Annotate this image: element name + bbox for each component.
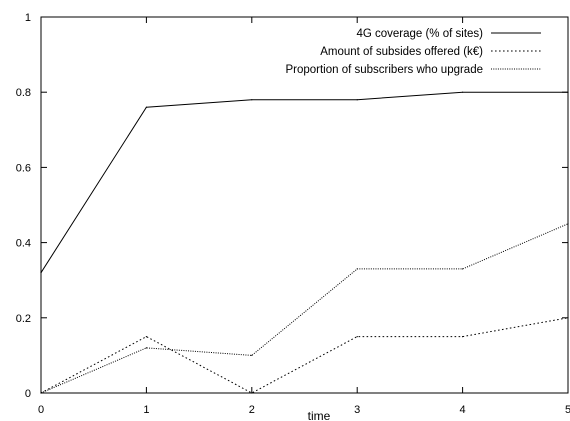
data-point xyxy=(356,336,358,338)
legend-label: 4G coverage (% of sites) xyxy=(356,28,483,40)
data-point xyxy=(356,99,358,101)
series-line-1 xyxy=(40,91,568,273)
x-tick-label: 0 xyxy=(38,404,44,416)
data-point xyxy=(356,268,358,270)
plot-frame xyxy=(40,16,569,394)
y-tick-label: 0.8 xyxy=(16,87,31,99)
legend-label: Proportion of subscribers who upgrade xyxy=(285,64,483,76)
data-point xyxy=(145,336,147,338)
legend-label: Amount of subsides offered (k€) xyxy=(320,46,483,58)
series-lines xyxy=(40,91,569,394)
data-point xyxy=(567,223,569,225)
data-point xyxy=(251,392,253,394)
y-tick-label: 0 xyxy=(25,388,31,400)
data-point xyxy=(567,317,569,319)
x-axis-label: time xyxy=(308,409,331,421)
tick-labels: 0 1 2 3 4 5 0 0.2 0.4 0.6 0.8 1 xyxy=(16,12,570,416)
data-point xyxy=(40,272,42,274)
data-point xyxy=(462,91,464,93)
data-point xyxy=(251,99,253,101)
series-line-2 xyxy=(40,317,569,394)
x-tick-label: 4 xyxy=(460,404,466,416)
data-point xyxy=(462,268,464,270)
series-line-3 xyxy=(40,223,569,394)
x-tick-label: 3 xyxy=(354,404,360,416)
x-tick-label: 2 xyxy=(249,404,255,416)
y-tick-label: 1 xyxy=(25,12,31,24)
data-point xyxy=(145,347,147,349)
data-point xyxy=(145,106,147,108)
legend: 4G coverage (% of sites) Amount of subsid… xyxy=(285,28,541,76)
x-tick-label: 1 xyxy=(143,404,149,416)
y-tick-label: 0.2 xyxy=(16,313,31,325)
y-tick-label: 0.4 xyxy=(16,238,31,250)
x-tick-label: 5 xyxy=(565,404,570,416)
data-point xyxy=(40,392,42,394)
y-tick-label: 0.6 xyxy=(16,162,31,174)
data-point xyxy=(462,336,464,338)
data-point xyxy=(567,91,569,93)
data-point xyxy=(251,354,253,356)
